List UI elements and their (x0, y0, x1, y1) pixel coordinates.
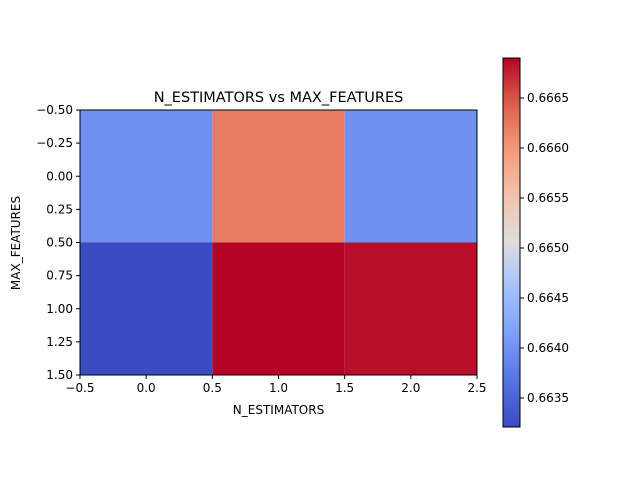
x-tick-label: 1.0 (269, 381, 288, 395)
y-tick-label: 0.25 (46, 202, 73, 216)
heatmap-cell (80, 242, 213, 375)
heatmap-cell (80, 110, 213, 243)
heatmap-cell (344, 110, 477, 243)
colorbar-tick-label: 0.6645 (527, 291, 569, 305)
colorbar-tick-label: 0.6655 (527, 191, 569, 205)
colorbar-tick-label: 0.6660 (527, 141, 569, 155)
x-axis-label: N_ESTIMATORS (233, 403, 324, 417)
x-axis-ticks: −0.5 0.0 0.5 1.0 1.5 2.0 2.5 (65, 375, 487, 395)
y-axis-label: MAX_FEATURES (9, 196, 23, 290)
x-tick-label: −0.5 (65, 381, 94, 395)
y-tick-label: −0.50 (36, 103, 73, 117)
colorbar-tick-label: 0.6635 (527, 391, 569, 405)
colorbar (502, 57, 521, 428)
y-tick-label: −0.25 (36, 136, 73, 150)
y-axis-ticks: −0.50 −0.25 0.00 0.25 0.50 0.75 1.00 1.25 1.50 (36, 103, 80, 382)
x-tick-label: 1.5 (335, 381, 354, 395)
chart-title: N_ESTIMATORS vs MAX_FEATURES (154, 90, 404, 106)
x-tick-label: 2.0 (401, 381, 420, 395)
heatmap-cell (212, 110, 345, 243)
heatmap-cell (212, 242, 345, 375)
x-tick-label: 0.0 (137, 381, 156, 395)
y-tick-label: 0.00 (46, 169, 73, 183)
colorbar-tick-label: 0.6640 (527, 341, 569, 355)
y-tick-label: 1.00 (46, 302, 73, 316)
colorbar-tick-label: 0.6650 (527, 241, 569, 255)
colorbar-tick-label: 0.6665 (527, 91, 569, 105)
y-tick-label: 1.25 (46, 335, 73, 349)
heatmap-cells (80, 110, 477, 375)
y-tick-label: 0.50 (46, 236, 73, 250)
y-tick-label: 1.50 (46, 368, 73, 382)
y-tick-label: 0.75 (46, 269, 73, 283)
x-tick-label: 0.5 (203, 381, 222, 395)
heatmap-cell (344, 242, 477, 375)
x-tick-label: 2.5 (467, 381, 486, 395)
colorbar-ticks: 0.6635 0.6640 0.6645 0.6650 0.6655 0.6660 0.66… (520, 91, 569, 405)
